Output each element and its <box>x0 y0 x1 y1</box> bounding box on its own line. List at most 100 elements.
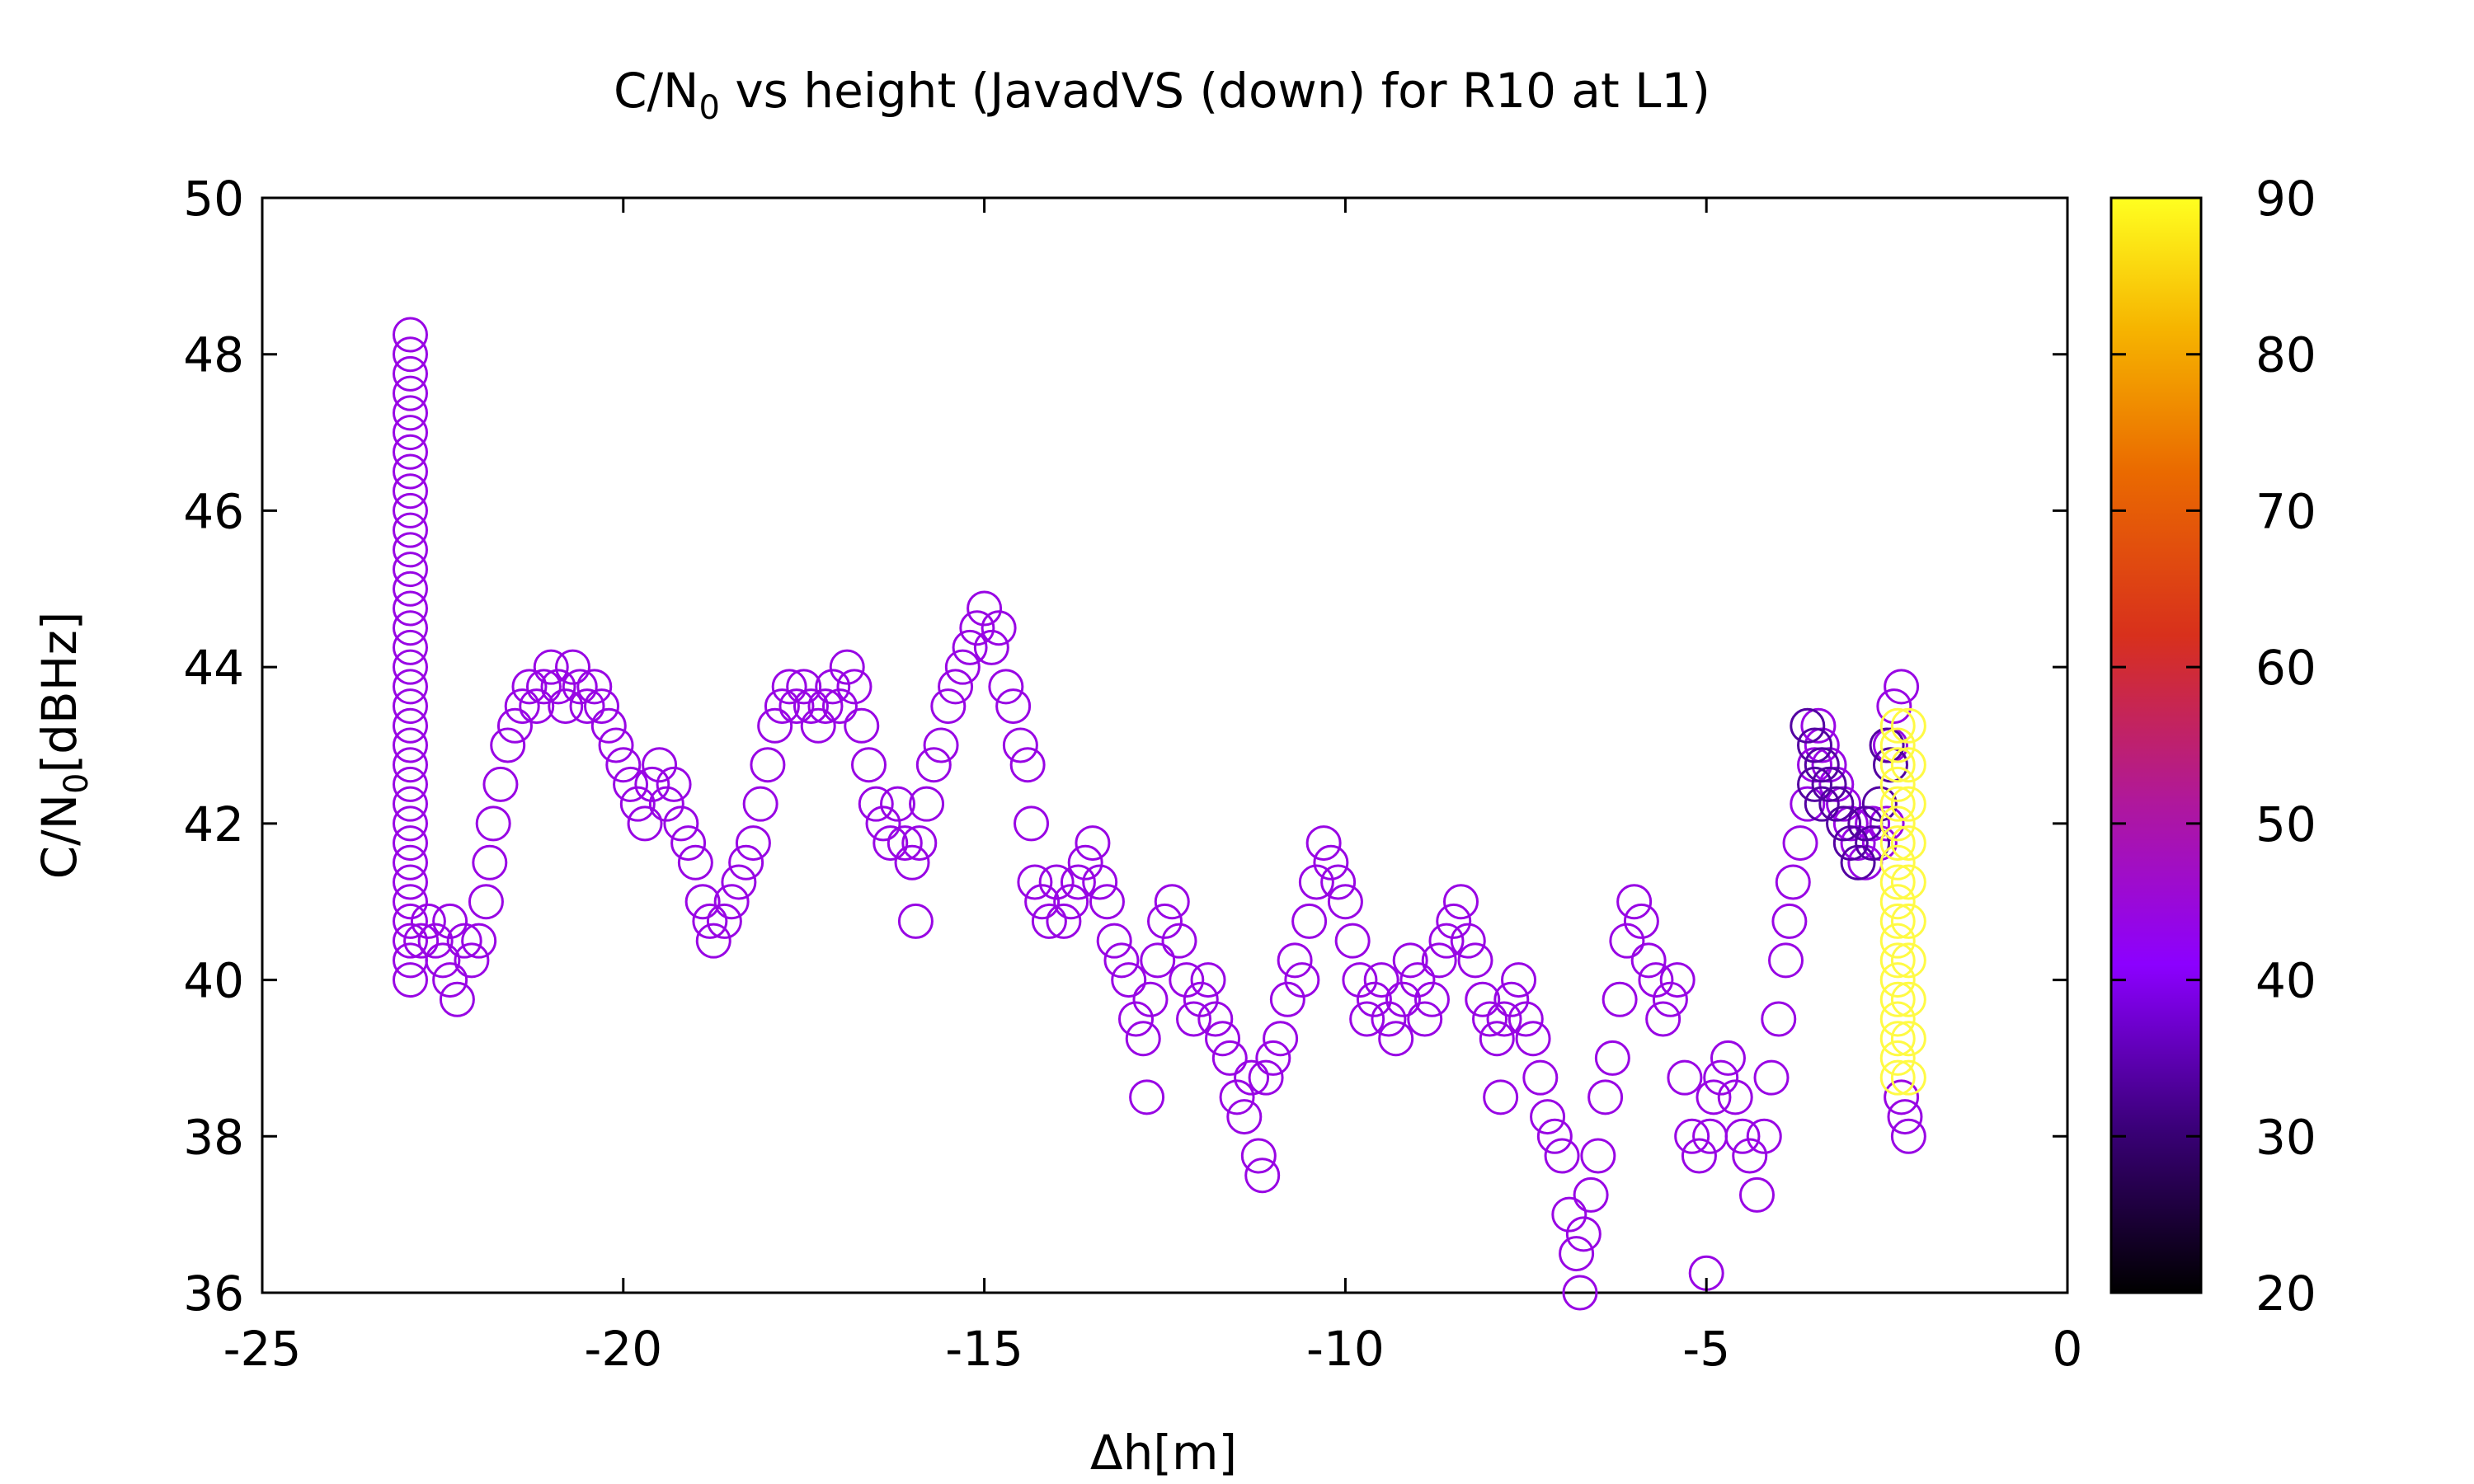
data-point-s0-109 <box>923 727 959 763</box>
colorbar-tick-label-7: 90 <box>2255 171 2316 227</box>
data-point-s0-168 <box>1327 884 1363 920</box>
data-point-s0-128 <box>1053 884 1089 920</box>
data-point-s0-225 <box>1717 1079 1753 1115</box>
data-point-s0-126 <box>1038 864 1075 900</box>
data-point-s0-143 <box>1154 884 1190 920</box>
data-point-s0-153 <box>1226 1099 1263 1135</box>
data-point-s0-137 <box>1117 1001 1154 1037</box>
data-point-s0-182 <box>1428 923 1465 959</box>
data-point-s0-161 <box>1277 942 1313 979</box>
data-point-s0-45 <box>472 844 508 881</box>
data-point-s2-12 <box>1879 825 1916 862</box>
data-point-s0-67 <box>627 805 663 842</box>
data-point-s0-5 <box>392 864 428 900</box>
data-point-s0-186 <box>1457 942 1493 979</box>
data-point-s0-210 <box>1616 884 1653 920</box>
data-point-s0-145 <box>1169 962 1205 998</box>
data-point-s0-234 <box>1775 864 1811 900</box>
data-point-s2-26 <box>1890 786 1926 822</box>
data-point-s0-177 <box>1392 942 1428 979</box>
data-point-s2-11 <box>1879 844 1916 881</box>
data-point-s0-52 <box>519 688 555 725</box>
data-point-s0-193 <box>1501 962 1537 998</box>
data-point-s0-78 <box>706 903 742 939</box>
data-point-s0-122 <box>1014 805 1050 842</box>
data-point-s0-76 <box>692 903 728 939</box>
data-point-s0-235 <box>1782 825 1818 862</box>
data-point-s0-103 <box>887 825 923 862</box>
data-point-s0-178 <box>1399 962 1436 998</box>
data-point-s0-133 <box>1089 884 1125 920</box>
data-point-s2-18 <box>1879 707 1916 744</box>
data-point-s0-111 <box>938 669 974 705</box>
data-point-s0-175 <box>1378 1021 1414 1057</box>
data-point-s0-61 <box>584 688 620 725</box>
data-point-s0-197 <box>1530 1099 1566 1135</box>
data-point-s0-113 <box>952 629 988 665</box>
x-axis-ticks: -25 -20 -15 -10 -5 0 <box>223 198 2082 1377</box>
data-point-s0-85 <box>757 707 793 744</box>
data-point-s0-140 <box>1132 981 1169 1017</box>
data-point-s0-72 <box>663 805 699 842</box>
data-point-s0-204 <box>1573 1176 1609 1213</box>
data-point-s0-147 <box>1183 981 1219 1017</box>
data-point-s0-238 <box>1800 707 1837 744</box>
data-point-s0-99 <box>858 786 894 822</box>
data-point-s0-24 <box>392 492 428 528</box>
data-point-s0-241 <box>1818 766 1855 802</box>
x-tick-label-1: -20 <box>584 1321 662 1377</box>
data-point-s0-148 <box>1190 962 1226 998</box>
data-point-s0-30 <box>392 375 428 411</box>
data-point-s1-3 <box>1811 766 1847 802</box>
data-point-s0-237 <box>1797 747 1833 783</box>
data-point-s0-201 <box>1559 1236 1595 1272</box>
data-point-s0-155 <box>1240 1138 1277 1174</box>
x-tick-label-4: -5 <box>1682 1321 1730 1377</box>
data-point-s0-191 <box>1486 1001 1522 1037</box>
data-point-s0-203 <box>1565 1216 1602 1252</box>
data-point-s2-23 <box>1890 903 1926 939</box>
data-point-s2-2 <box>1879 1021 1916 1057</box>
data-point-s0-214 <box>1645 1001 1681 1037</box>
data-point-s0-181 <box>1421 942 1457 979</box>
data-point-s0-60 <box>576 669 613 705</box>
data-point-s0-154 <box>1234 1059 1270 1096</box>
data-point-s0-183 <box>1436 903 1472 939</box>
data-point-s0-115 <box>967 590 1003 627</box>
data-point-s0-142 <box>1147 903 1183 939</box>
data-point-s0-134 <box>1096 923 1132 959</box>
data-point-s0-173 <box>1363 962 1399 998</box>
data-point-s0-208 <box>1602 981 1638 1017</box>
data-point-s0-31 <box>392 355 428 392</box>
data-point-s0-226 <box>1724 1118 1761 1154</box>
data-point-s0-87 <box>771 669 807 705</box>
data-point-s0-244 <box>1840 825 1876 862</box>
data-point-s0-125 <box>1031 903 1067 939</box>
data-point-s0-19 <box>392 590 428 627</box>
data-point-s0-73 <box>670 825 707 862</box>
data-point-s0-51 <box>511 669 548 705</box>
data-point-s0-12 <box>392 727 428 763</box>
data-point-s0-215 <box>1652 981 1688 1017</box>
data-point-s1-10 <box>1861 786 1898 822</box>
data-point-s2-7 <box>1879 923 1916 959</box>
data-point-s0-46 <box>475 805 511 842</box>
data-point-s0-32 <box>392 336 428 373</box>
data-point-s0-95 <box>829 649 865 685</box>
data-point-s0-91 <box>800 707 836 744</box>
data-point-s0-114 <box>959 610 995 646</box>
data-point-s0-224 <box>1710 1040 1746 1076</box>
data-point-s0-121 <box>1009 747 1046 783</box>
data-point-s2-21 <box>1890 981 1926 1017</box>
data-point-s0-254 <box>1884 1079 1920 1115</box>
data-point-s0-89 <box>786 669 822 705</box>
data-point-s0-146 <box>1176 1001 1212 1037</box>
data-point-s0-120 <box>1002 727 1038 763</box>
data-point-s0-149 <box>1197 1001 1234 1037</box>
data-point-s0-129 <box>1060 864 1096 900</box>
data-point-s2-9 <box>1879 884 1916 920</box>
plot-frame <box>261 196 2069 1294</box>
data-point-s1-11 <box>1797 766 1833 802</box>
data-point-s0-239 <box>1804 727 1840 763</box>
data-point-s0-20 <box>392 571 428 607</box>
